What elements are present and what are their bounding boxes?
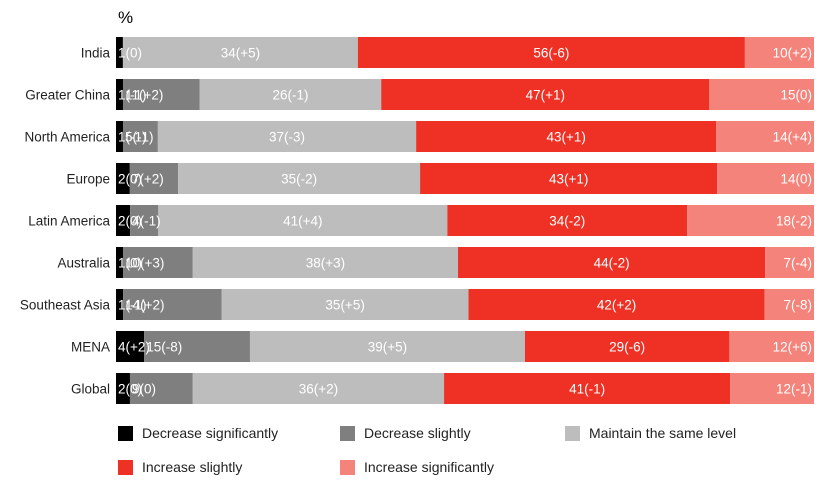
bar-global-decrease-slightly <box>129 373 193 404</box>
data-label-australia-increase-significantly: 7(-4) <box>783 256 812 271</box>
data-label-latin-america-maintain-the-same-level: 41(+4) <box>283 214 322 229</box>
bar-india-increase-slightly <box>357 37 745 68</box>
bar-southeast-asia-increase-slightly <box>468 289 765 320</box>
bar-southeast-asia-increase-significantly <box>764 289 814 320</box>
bar-australia-decrease-significantly <box>116 247 123 278</box>
data-label-mena-maintain-the-same-level: 39(+5) <box>368 340 407 355</box>
data-label-southeast-asia-increase-significantly: 7(-8) <box>783 298 812 313</box>
bar-australia-increase-significantly <box>765 247 814 278</box>
category-label-australia: Australia <box>57 256 110 271</box>
data-label-global-increase-significantly: 12(-1) <box>776 382 812 397</box>
bar-europe-decrease-significantly <box>116 163 130 194</box>
bar-india-decrease-significantly <box>116 37 123 68</box>
data-label-europe-decrease-slightly: 7(+2) <box>132 172 164 187</box>
bar-latin-america-maintain-the-same-level <box>158 205 448 236</box>
data-label-mena-decrease-significantly: 4(+2) <box>118 340 150 355</box>
data-label-india-maintain-the-same-level: 34(+5) <box>221 46 260 61</box>
bar-mena-increase-significantly <box>729 331 814 362</box>
data-label-greater-china-decrease-slightly: 11(+2) <box>125 88 163 103</box>
data-label-mena-decrease-slightly: 15(-8) <box>146 340 182 355</box>
bar-europe-increase-significantly <box>717 163 814 194</box>
category-label-mena: MENA <box>71 340 110 355</box>
data-label-europe-decrease-significantly: 2(0) <box>118 172 142 187</box>
bar-greater-china-increase-significantly <box>709 79 814 110</box>
bar-global-maintain-the-same-level <box>192 373 445 404</box>
bar-southeast-asia-decrease-slightly <box>123 289 222 320</box>
bar-north-america-decrease-slightly <box>122 121 158 152</box>
bar-mena-decrease-significantly <box>116 331 145 362</box>
data-label-north-america-maintain-the-same-level: 37(-3) <box>269 130 305 145</box>
data-label-europe-increase-significantly: 14(0) <box>780 172 812 187</box>
bar-europe-increase-slightly <box>420 163 718 194</box>
category-label-north-america: North America <box>24 130 110 145</box>
bar-australia-decrease-slightly <box>122 247 193 278</box>
data-label-latin-america-increase-slightly: 34(-2) <box>549 214 585 229</box>
data-label-australia-increase-slightly: 44(-2) <box>594 256 630 271</box>
bar-greater-china-decrease-slightly <box>122 79 200 110</box>
bar-australia-increase-slightly <box>458 247 766 278</box>
data-label-global-decrease-significantly: 2(0) <box>118 382 142 397</box>
data-label-global-maintain-the-same-level: 36(+2) <box>299 382 338 397</box>
data-label-india-decrease-significantly: 1(0) <box>118 46 142 61</box>
data-label-greater-china-decrease-significantly: 1(-1) <box>118 88 147 103</box>
bar-north-america-increase-slightly <box>416 121 717 152</box>
data-label-latin-america-increase-significantly: 18(-2) <box>776 214 812 229</box>
data-label-global-decrease-slightly: 9(0) <box>132 382 156 397</box>
bar-global-increase-slightly <box>444 373 731 404</box>
bar-greater-china-maintain-the-same-level <box>199 79 382 110</box>
bar-latin-america-increase-slightly <box>447 205 688 236</box>
data-label-australia-maintain-the-same-level: 38(+3) <box>306 256 345 271</box>
category-label-india: India <box>81 46 111 61</box>
data-label-southeast-asia-decrease-significantly: 1(-1) <box>118 298 147 313</box>
bar-global-decrease-significantly <box>116 373 130 404</box>
data-label-australia-decrease-slightly: 10(+3) <box>125 256 164 271</box>
unit-label: % <box>118 8 134 27</box>
data-label-europe-maintain-the-same-level: 35(-2) <box>281 172 317 187</box>
data-label-southeast-asia-decrease-slightly: 14(+2) <box>125 298 164 313</box>
category-label-global: Global <box>71 382 110 397</box>
bar-mena-increase-slightly <box>524 331 730 362</box>
data-label-north-america-decrease-significantly: 1(-1) <box>118 130 147 145</box>
bar-north-america-maintain-the-same-level <box>157 121 417 152</box>
data-label-greater-china-increase-slightly: 47(+1) <box>526 88 565 103</box>
category-label-latin-america: Latin America <box>28 214 110 229</box>
data-label-india-increase-slightly: 56(-6) <box>533 46 569 61</box>
category-label-greater-china: Greater China <box>25 88 110 103</box>
category-label-europe: Europe <box>66 172 110 187</box>
bar-southeast-asia-maintain-the-same-level <box>221 289 469 320</box>
data-label-southeast-asia-increase-slightly: 42(+2) <box>597 298 636 313</box>
data-label-india-increase-significantly: 10(+2) <box>773 46 812 61</box>
data-label-latin-america-decrease-significantly: 2(0) <box>118 214 142 229</box>
data-label-north-america-increase-significantly: 14(+4) <box>773 130 812 145</box>
bar-latin-america-decrease-significantly <box>116 205 131 236</box>
bar-global-increase-significantly <box>730 373 814 404</box>
data-label-mena-increase-significantly: 12(+6) <box>773 340 812 355</box>
data-label-greater-china-increase-significantly: 15(0) <box>780 88 812 103</box>
bar-india-maintain-the-same-level <box>122 37 358 68</box>
bar-australia-maintain-the-same-level <box>192 247 459 278</box>
data-label-southeast-asia-maintain-the-same-level: 35(+5) <box>325 298 364 313</box>
bar-latin-america-increase-significantly <box>687 205 814 236</box>
bar-latin-america-decrease-slightly <box>130 205 159 236</box>
data-label-greater-china-maintain-the-same-level: 26(-1) <box>272 88 308 103</box>
data-label-north-america-increase-slightly: 43(+1) <box>547 130 586 145</box>
data-label-global-increase-slightly: 41(-1) <box>569 382 605 397</box>
bar-mena-maintain-the-same-level <box>249 331 525 362</box>
bar-europe-decrease-slightly <box>129 163 179 194</box>
bar-mena-decrease-slightly <box>144 331 250 362</box>
bar-india-increase-significantly <box>744 37 814 68</box>
category-label-southeast-asia: Southeast Asia <box>20 298 111 313</box>
data-label-mena-increase-slightly: 29(-6) <box>609 340 645 355</box>
bar-north-america-decrease-significantly <box>116 121 123 152</box>
data-label-australia-decrease-significantly: 1(0) <box>118 256 142 271</box>
data-label-europe-increase-slightly: 43(+1) <box>549 172 588 187</box>
data-label-latin-america-decrease-slightly: 4(-1) <box>132 214 161 229</box>
data-label-north-america-decrease-slightly: 5(-1) <box>125 130 154 145</box>
bar-europe-maintain-the-same-level <box>178 163 421 194</box>
bar-greater-china-increase-slightly <box>381 79 710 110</box>
bar-southeast-asia-decrease-significantly <box>116 289 124 320</box>
bar-greater-china-decrease-significantly <box>116 79 123 110</box>
bar-north-america-increase-significantly <box>716 121 814 152</box>
